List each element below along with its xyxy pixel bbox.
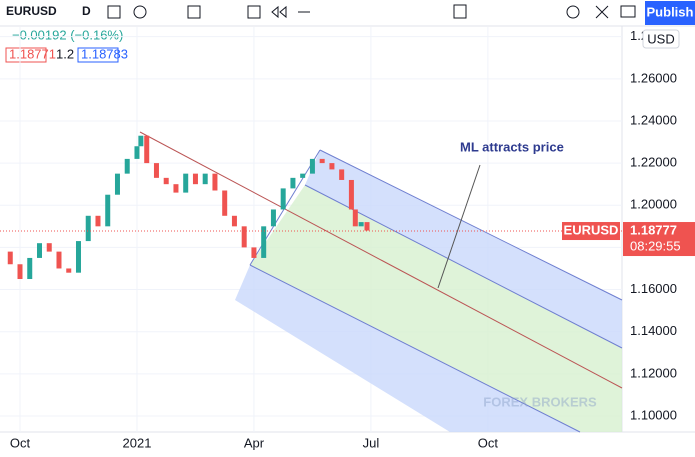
toolbar <box>0 0 695 26</box>
candle-body <box>46 243 52 252</box>
candle-body <box>329 163 335 170</box>
publish-button[interactable] <box>645 1 695 25</box>
candle-body <box>17 264 23 280</box>
annotation: ML attracts price <box>460 139 564 154</box>
y-tick-label: 1.24000 <box>630 112 677 127</box>
candle-body <box>348 179 354 210</box>
currency-badge <box>642 29 680 49</box>
candle-body <box>138 135 144 147</box>
candle-body <box>36 243 42 258</box>
candle-body <box>183 173 189 193</box>
pitchfork <box>139 131 623 433</box>
candle-body <box>192 173 198 185</box>
last-price: 1.18777 <box>630 222 677 237</box>
candle-body <box>358 222 364 227</box>
x-tick-label: Apr <box>244 435 265 450</box>
x-tick-label: 2021 <box>123 435 152 450</box>
y-tick-label: 1.16000 <box>630 281 677 296</box>
y-tick-label: 1.12000 <box>630 365 677 380</box>
candle-body <box>300 173 306 178</box>
candle-body <box>114 173 120 195</box>
candle-body <box>75 241 81 273</box>
candle-body <box>202 173 208 185</box>
y-tick-label: 1.22000 <box>630 155 677 170</box>
candle-body <box>27 257 33 280</box>
watermark: FOREX BROKERS <box>483 394 597 409</box>
candle-body <box>280 188 286 210</box>
candle-body <box>66 268 72 273</box>
ask-box[interactable] <box>77 47 119 63</box>
countdown: 08:29:55 <box>630 238 681 253</box>
symbol[interactable]: EURUSD <box>6 4 57 18</box>
spread: 1.2 <box>56 46 74 61</box>
currency: USD <box>647 31 674 46</box>
candle-body <box>163 177 169 185</box>
candle-body <box>241 226 247 248</box>
candle-body <box>153 163 159 178</box>
candle-body <box>270 209 276 227</box>
candle-body <box>364 222 370 231</box>
bid: 1.18771 <box>9 46 56 61</box>
publish-label[interactable]: Publish <box>647 4 694 19</box>
candle-body <box>124 158 130 174</box>
symbol-badge-label: EURUSD <box>564 222 619 237</box>
candle-body <box>7 251 13 265</box>
candle-body <box>352 209 358 227</box>
candle-body <box>309 158 315 174</box>
y-tick-label: 1.26000 <box>630 70 677 85</box>
toolbar-icons[interactable] <box>107 4 636 19</box>
candle-body <box>95 215 101 227</box>
candle-body <box>173 184 179 193</box>
candle-body <box>134 146 140 159</box>
last-price-badge <box>623 222 695 257</box>
legend-change: −0.00192 (−0.16%) <box>12 27 123 42</box>
candle-body <box>290 177 296 189</box>
bid-box[interactable] <box>5 47 47 63</box>
x-tick-label: Oct <box>478 435 499 450</box>
candle-body <box>339 169 345 180</box>
candle-body <box>56 251 62 269</box>
y-tick-label: 1.14000 <box>630 323 677 338</box>
candle-body <box>231 215 237 227</box>
interval[interactable]: D <box>82 4 91 18</box>
y-tick-label: 1.10000 <box>630 407 677 422</box>
x-tick-label: Oct <box>10 435 31 450</box>
candle-body <box>261 226 267 258</box>
candle-body <box>105 194 111 227</box>
y-tick-label: 1.20000 <box>630 197 677 212</box>
symbol-badge <box>562 222 620 241</box>
candle-body <box>144 135 150 164</box>
candle-body <box>319 158 325 164</box>
candle-body <box>212 173 218 191</box>
x-tick-label: Jul <box>363 435 380 450</box>
candle-body <box>251 247 257 258</box>
candle-body <box>222 190 228 216</box>
ask: 1.18783 <box>81 46 128 61</box>
candle-body <box>85 215 91 242</box>
